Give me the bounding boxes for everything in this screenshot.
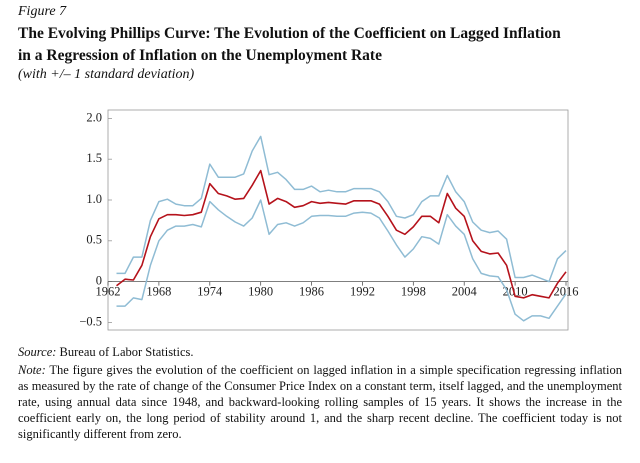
x-tick-label: 1986 (299, 284, 324, 298)
note: Note: The figure gives the evolution of … (18, 362, 622, 442)
title: The Evolving Phillips Curve: The Evoluti… (18, 23, 561, 67)
source-text: Bureau of Labor Statistics. (59, 345, 194, 359)
x-tick-label: 1962 (96, 284, 121, 298)
x-tick-label: 2016 (554, 284, 579, 298)
note-text: The figure gives the evolution of the co… (18, 363, 622, 441)
source: Source: Bureau of Labor Statistics. (18, 345, 194, 360)
plot-frame (107, 109, 569, 331)
y-tick-label: 1.0 (86, 192, 102, 206)
series-line (116, 199, 567, 322)
figure-label: Figure 7 (18, 4, 67, 19)
x-tick-label: 1974 (197, 284, 223, 298)
note-label: Note: (18, 363, 46, 377)
x-tick-label: 1980 (248, 284, 273, 298)
x-tick-label: 1998 (401, 284, 426, 298)
chart: −0.5 0 0.5 1.0 1.5 2.0 1962 1968 1974 1980 1986 199… (79, 109, 579, 331)
x-tick-label: 1992 (350, 284, 375, 298)
subtitle: (with +/– 1 standard deviation) (18, 67, 195, 82)
x-tick-label: 2004 (452, 284, 478, 298)
y-tick-label: 1.5 (86, 151, 102, 165)
source-label: Source: (18, 345, 57, 359)
y-tick-label: 2.0 (86, 110, 102, 124)
series-line (116, 169, 567, 299)
y-tick-label: 0 (96, 273, 102, 287)
y-tick-label: −0.5 (79, 314, 102, 328)
x-tick-label: 1968 (146, 284, 171, 298)
y-tick-label: 0.5 (86, 233, 102, 247)
series-line (116, 135, 567, 283)
title-line: The Evolving Phillips Curve: The Evoluti… (18, 25, 561, 42)
title-line: in a Regression of Inflation on the Unem… (18, 47, 382, 64)
